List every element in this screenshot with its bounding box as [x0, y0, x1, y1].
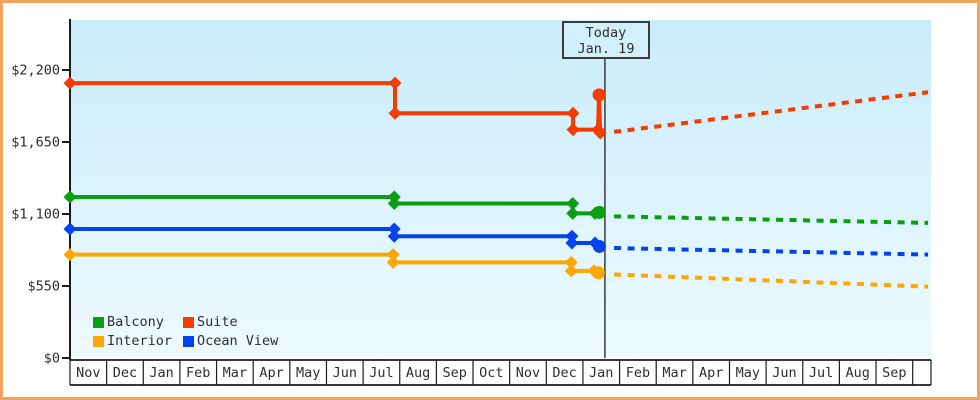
legend-label-interior: Interior — [107, 333, 173, 349]
price-change-marker-balcony — [387, 190, 401, 204]
y-tick-label: $550 — [27, 279, 60, 295]
month-label: Jan — [149, 365, 173, 381]
month-label: Sep — [443, 365, 467, 381]
month-label: Jun — [772, 365, 796, 381]
legend-swatch-interior — [93, 335, 104, 347]
month-label: Jan — [589, 365, 613, 381]
legend-item-balcony: Balcony — [93, 314, 164, 330]
month-label: Apr — [699, 365, 723, 381]
legend-item-suite: Suite — [183, 314, 238, 330]
price-change-marker-interior — [386, 255, 400, 269]
price-change-marker-balcony — [566, 206, 580, 220]
price-change-marker-interior — [564, 264, 578, 278]
legend-swatch-ocean-view — [183, 335, 194, 347]
month-label: Feb — [186, 365, 210, 381]
month-label: Oct — [479, 365, 503, 381]
price-change-marker-ocean-view — [63, 222, 77, 236]
month-label: Nov — [516, 365, 540, 381]
legend-label-suite: Suite — [197, 314, 238, 330]
current-price-dot-ocean-view — [592, 239, 606, 253]
month-label: Jul — [809, 365, 833, 381]
price-change-marker-suite — [566, 123, 580, 137]
legend-item-ocean-view: Ocean View — [183, 333, 278, 349]
price-change-marker-suite — [388, 106, 402, 120]
price-change-marker-interior — [564, 255, 578, 269]
legend-label-ocean-view: Ocean View — [197, 333, 279, 349]
price-change-marker-suite — [388, 76, 402, 90]
month-label: Dec — [113, 365, 137, 381]
current-price-dot-balcony — [592, 205, 606, 219]
current-price-dot-suite — [592, 88, 606, 102]
projected-price-line-balcony — [614, 214, 929, 225]
month-label: Aug — [846, 365, 870, 381]
price-change-marker-ocean-view — [565, 236, 579, 250]
plot-area — [70, 20, 931, 356]
y-tick-label: $0 — [44, 351, 60, 367]
legend-swatch-suite — [183, 316, 194, 328]
y-tick-label: $2,200 — [11, 63, 60, 79]
price-change-marker-interior — [386, 248, 400, 262]
price-change-marker-ocean-view — [387, 229, 401, 243]
projected-price-line-interior — [614, 272, 929, 289]
price-change-marker-suite — [593, 126, 607, 140]
current-price-dot-interior — [591, 266, 605, 280]
y-tick-label: $1,650 — [11, 135, 60, 151]
month-label: Aug — [406, 365, 430, 381]
price-change-marker-balcony — [63, 190, 77, 204]
price-change-marker-balcony — [566, 197, 580, 211]
month-label: Apr — [259, 365, 283, 381]
y-tick-label: $1,100 — [11, 207, 60, 223]
month-label: Nov — [76, 365, 100, 381]
today-box-date: Jan. 19 — [577, 41, 635, 57]
price-change-marker-interior — [63, 248, 77, 262]
legend-swatch-balcony — [93, 316, 104, 328]
today-box-title: Today — [585, 25, 627, 41]
legend-item-interior: Interior — [93, 333, 172, 349]
projected-price-line-ocean-view — [614, 246, 929, 257]
legend-label-balcony: Balcony — [107, 314, 164, 330]
price-history-chart: $0 $550 $1,100 $1,650 $2,200 Nov Dec Jan Feb Mar A… — [11, 19, 932, 386]
month-label: May — [296, 365, 320, 381]
month-label: Mar — [662, 365, 686, 381]
price-change-marker-ocean-view — [565, 229, 579, 243]
month-label: May — [736, 365, 760, 381]
price-change-marker-suite — [566, 106, 580, 120]
month-label: Mar — [223, 365, 247, 381]
month-label: Dec — [552, 365, 576, 381]
today-box: Today Jan. 19 — [562, 21, 650, 59]
price-change-marker-balcony — [387, 197, 401, 211]
month-label: Jun — [333, 365, 357, 381]
price-change-marker-ocean-view — [387, 222, 401, 236]
month-label: Jul — [369, 365, 393, 381]
month-label: Feb — [626, 365, 650, 381]
month-label: Sep — [882, 365, 906, 381]
price-change-marker-suite — [63, 76, 77, 90]
